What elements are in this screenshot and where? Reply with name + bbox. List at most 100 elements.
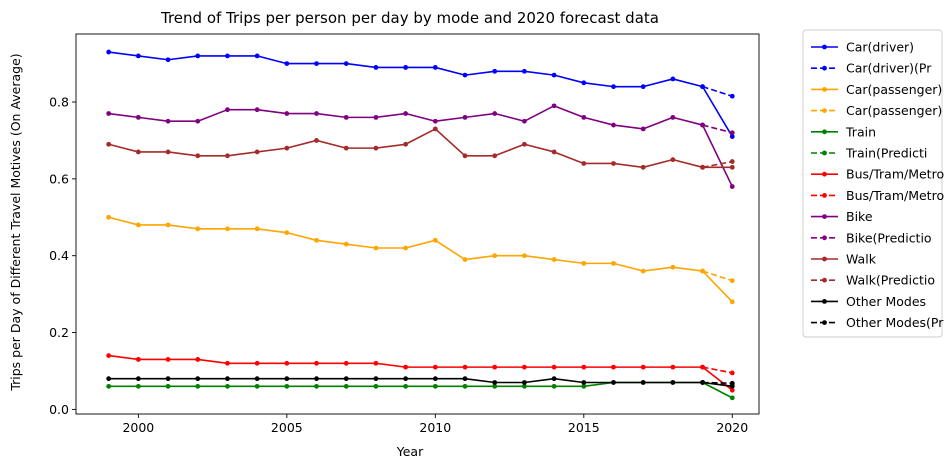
legend-swatch-marker [822, 44, 827, 50]
y-axis: 0.0 0.2 0.4 0.6 0.8 [49, 95, 76, 417]
legend-label: Car(passenger) [846, 103, 942, 118]
data-point [314, 383, 319, 389]
data-point [492, 68, 498, 74]
legend-item-car-passenger: Car(passenger) [811, 82, 942, 97]
data-point [165, 57, 171, 63]
data-point [373, 383, 379, 389]
data-point [165, 222, 171, 228]
data-point [314, 61, 319, 66]
legend-item-car-driver-pr-forecast: Car(driver)(Pr [811, 61, 932, 76]
data-point [432, 376, 438, 382]
data-point [225, 376, 230, 382]
legend-label: Walk [846, 252, 877, 267]
data-point [640, 126, 646, 132]
data-point [284, 376, 290, 382]
data-point [729, 134, 735, 139]
data-point [373, 114, 379, 120]
data-point [581, 80, 587, 86]
legend-label: Train(Predicti [845, 146, 927, 161]
data-point [729, 130, 735, 136]
data-point [640, 364, 646, 370]
legend-item-bike-predictio-forecast: Bike(Predictio [811, 230, 932, 245]
legend-label: Train [845, 124, 876, 139]
series-line-car-driver-pr-forecast [702, 85, 733, 98]
data-point [432, 65, 438, 70]
data-point [343, 376, 349, 382]
series-line-bus-tram-metro-forecast [702, 366, 733, 374]
data-point [225, 360, 230, 366]
data-point [195, 153, 201, 159]
y-tick-label: 0.4 [49, 248, 69, 263]
data-point [403, 245, 409, 251]
data-point [343, 61, 349, 66]
data-point [373, 360, 379, 366]
chart-title: Trend of Trips per person per day by mod… [160, 9, 659, 27]
legend-swatch-marker [822, 65, 827, 71]
legend-item-other-modes: Other Modes [811, 294, 926, 309]
data-point [700, 122, 705, 128]
data-point [729, 370, 735, 376]
plot-frame [75, 33, 760, 415]
data-point [254, 53, 260, 59]
legend-label: Car(passenger) [846, 82, 942, 97]
data-point [432, 383, 438, 389]
data-point [135, 114, 141, 120]
data-point [343, 241, 349, 247]
series-bike-predictio-forecast [700, 122, 735, 136]
data-point [343, 145, 349, 151]
data-point [670, 364, 676, 370]
data-point [522, 364, 527, 370]
legend-label: Bus/Tram/Metro [846, 188, 944, 203]
series-line-walk-predictio-forecast [702, 160, 733, 169]
data-point [462, 153, 468, 159]
data-point [403, 364, 409, 370]
data-point [165, 357, 171, 362]
data-point [640, 84, 646, 90]
legend-swatch-marker [822, 299, 827, 304]
data-point [284, 61, 290, 66]
y-axis-label: Trips per Day of Different Travel Motive… [8, 53, 23, 391]
data-point [403, 111, 409, 116]
data-point [343, 360, 349, 366]
data-point [432, 118, 438, 124]
data-point [462, 257, 468, 262]
data-point [432, 364, 438, 370]
data-point [700, 380, 705, 385]
data-point [729, 278, 735, 284]
data-point [729, 164, 735, 170]
data-point [700, 268, 705, 274]
series-line-bus-tram-metro [108, 354, 733, 391]
data-point [195, 226, 201, 232]
series-line-bike [108, 105, 733, 187]
data-point [670, 76, 676, 82]
data-point [106, 353, 112, 358]
data-point [492, 364, 498, 370]
legend-item-bus-tram-metro: Bus/Tram/Metro [811, 167, 944, 182]
data-point [551, 364, 557, 370]
data-point [522, 383, 527, 389]
data-point [225, 53, 230, 59]
legend-swatch-marker [822, 214, 827, 220]
data-point [373, 145, 379, 151]
data-point [195, 118, 201, 124]
legend-item-car-passenger-forecast: Car(passenger) [811, 103, 942, 118]
data-point [670, 114, 676, 120]
legend-label: Bus/Tram/Metro [846, 167, 944, 182]
data-point [462, 376, 468, 382]
data-point [581, 161, 587, 166]
series-line-car-driver [108, 51, 733, 137]
data-point [611, 84, 616, 90]
x-tick-label: 2020 [716, 420, 748, 435]
data-point [729, 387, 735, 393]
legend-item-other-modes-pr-forecast: Other Modes(Pr [811, 315, 944, 330]
series-walk-predictio-forecast [700, 159, 735, 170]
data-point [670, 264, 676, 270]
data-point [611, 161, 616, 166]
data-point [135, 383, 141, 389]
x-tick-label: 2000 [122, 420, 154, 435]
data-point [700, 84, 705, 90]
data-point [373, 65, 379, 70]
data-point [106, 141, 112, 147]
data-point [225, 107, 230, 113]
